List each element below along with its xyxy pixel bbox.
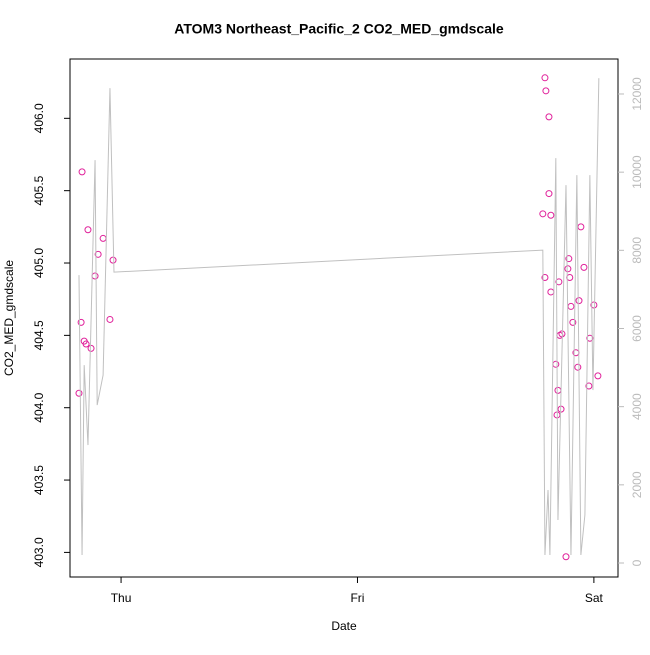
y-tick-label: 405.0	[32, 248, 46, 278]
y-tick-label: 406.0	[32, 103, 46, 133]
point	[590, 301, 598, 309]
y-tick-label: 405.5	[32, 175, 46, 205]
point	[577, 223, 585, 231]
point	[541, 74, 549, 82]
point	[87, 344, 95, 352]
point	[78, 168, 86, 176]
point	[542, 87, 550, 95]
point	[594, 372, 602, 380]
x-tick-label: Thu	[111, 591, 132, 605]
point	[82, 340, 90, 348]
point	[575, 297, 583, 305]
y-tick-label: 403.5	[32, 465, 46, 495]
point	[564, 265, 572, 273]
point	[562, 553, 570, 561]
y-tick-label: 404.5	[32, 320, 46, 350]
plot-frame	[69, 58, 619, 578]
x-tick-label: Sat	[585, 591, 604, 605]
x-axis-label: Date	[331, 619, 357, 633]
point	[547, 288, 555, 296]
y2-tick-label: 6000	[630, 315, 644, 342]
y2-tick-label: 8000	[630, 237, 644, 264]
altitude-line	[78, 78, 600, 556]
point	[91, 272, 99, 280]
point	[565, 255, 573, 263]
point	[541, 273, 549, 281]
point	[545, 113, 553, 121]
point	[99, 234, 107, 242]
point	[586, 334, 594, 342]
point	[545, 190, 553, 198]
point	[574, 363, 582, 371]
point	[75, 389, 83, 397]
point	[555, 278, 563, 286]
y-tick-label: 404.0	[32, 392, 46, 422]
y2-tick-label: 10000	[630, 155, 644, 189]
x-tick-label: Fri	[350, 591, 364, 605]
y2-tick-label: 2000	[630, 471, 644, 498]
point	[94, 250, 102, 258]
y2-tick-label: 12000	[630, 77, 644, 111]
point	[567, 302, 575, 310]
y-tick-label: 403.0	[32, 537, 46, 567]
point	[109, 256, 117, 264]
y2-tick-label: 4000	[630, 393, 644, 420]
y-axis-label: CO2_MED_gmdscale	[2, 260, 16, 376]
point	[77, 318, 85, 326]
point	[580, 263, 588, 271]
y2-tick-label: 0	[630, 559, 644, 566]
point	[547, 211, 555, 219]
point	[552, 360, 560, 368]
point	[585, 382, 593, 390]
point	[84, 226, 92, 234]
chart-title: ATOM3 Northeast_Pacific_2 CO2_MED_gmdsca…	[174, 21, 504, 37]
point	[554, 386, 562, 394]
point	[539, 210, 547, 218]
point	[106, 315, 114, 323]
point	[569, 318, 577, 326]
